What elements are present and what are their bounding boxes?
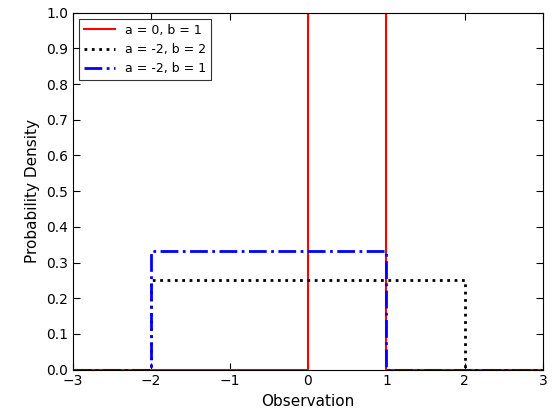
a = 0, b = 1: [305, 367, 311, 372]
a = 0, b = 1: [305, 10, 311, 15]
X-axis label: Observation: Observation: [262, 394, 354, 409]
a = -2, b = 1: [383, 367, 390, 372]
a = -2, b = 2: [461, 278, 468, 283]
a = 0, b = 1: [540, 367, 547, 372]
a = -2, b = 1: [69, 367, 76, 372]
a = -2, b = 1: [383, 248, 390, 253]
a = -2, b = 1: [148, 367, 155, 372]
a = 0, b = 1: [383, 367, 390, 372]
Line: a = -2, b = 1: a = -2, b = 1: [73, 251, 543, 370]
a = -2, b = 2: [148, 367, 155, 372]
a = -2, b = 2: [148, 278, 155, 283]
a = 0, b = 1: [305, 367, 311, 372]
Y-axis label: Probability Density: Probability Density: [25, 119, 40, 263]
a = 0, b = 1: [69, 367, 76, 372]
a = -2, b = 2: [69, 367, 76, 372]
a = -2, b = 2: [540, 367, 547, 372]
a = 0, b = 1: [383, 10, 390, 15]
a = -2, b = 1: [148, 367, 155, 372]
a = -2, b = 2: [461, 367, 468, 372]
Line: a = -2, b = 2: a = -2, b = 2: [73, 281, 543, 370]
a = -2, b = 1: [540, 367, 547, 372]
a = -2, b = 2: [461, 278, 468, 283]
Line: a = 0, b = 1: a = 0, b = 1: [73, 13, 543, 370]
a = -2, b = 1: [148, 248, 155, 253]
a = 0, b = 1: [383, 10, 390, 15]
a = -2, b = 1: [383, 248, 390, 253]
Legend: a = 0, b = 1, a = -2, b = 2, a = -2, b = 1: a = 0, b = 1, a = -2, b = 2, a = -2, b =…: [79, 19, 212, 80]
a = -2, b = 2: [148, 367, 155, 372]
